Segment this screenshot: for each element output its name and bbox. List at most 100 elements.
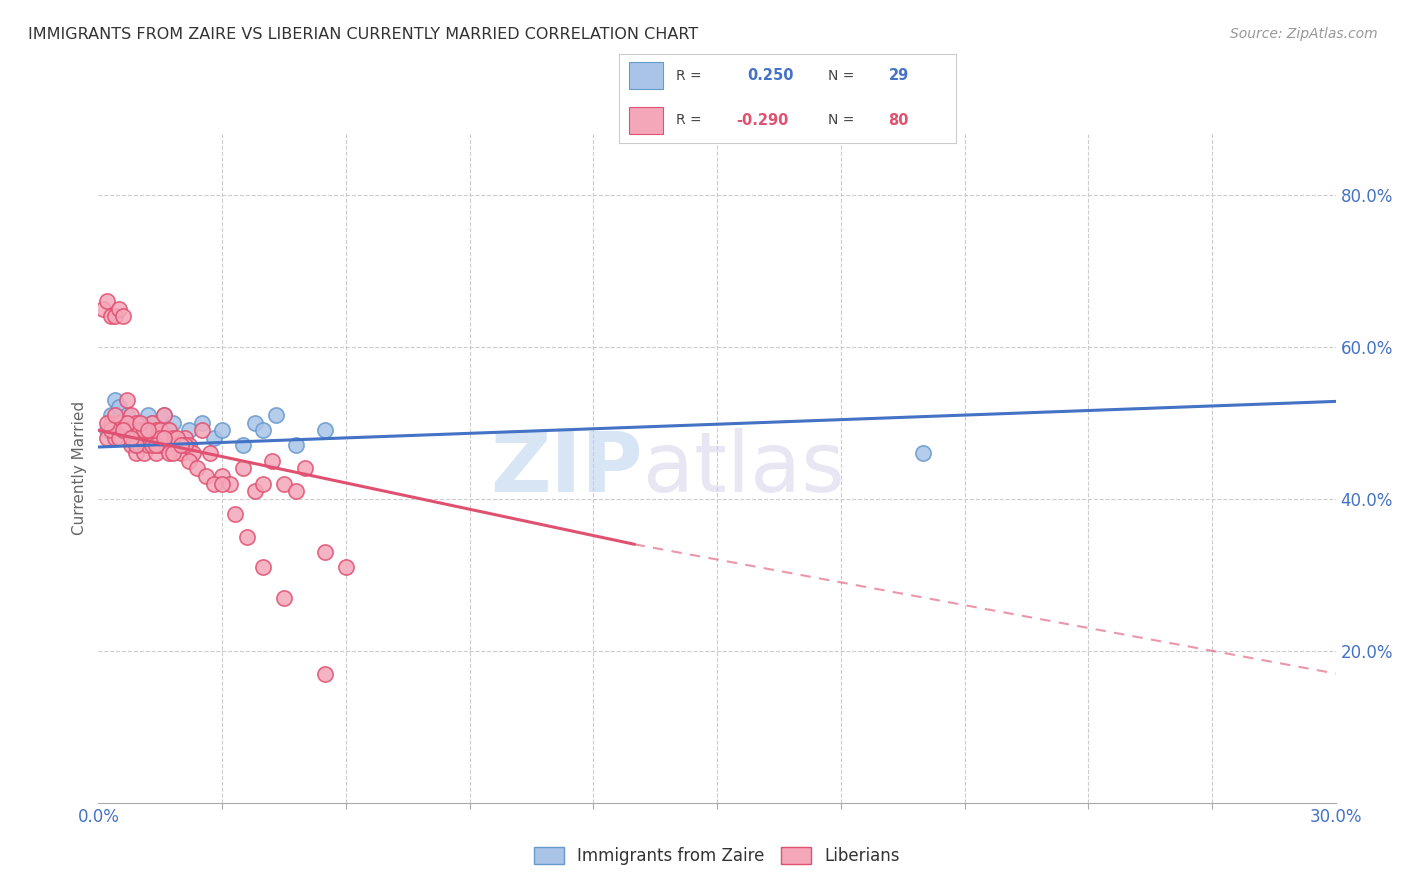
Point (285, 484, 308, 499)
Point (128, 423, 150, 437)
Point (108, 301, 131, 316)
Point (136, 438, 159, 452)
Point (117, 416, 139, 430)
Point (128, 438, 150, 452)
Point (186, 461, 208, 475)
Text: R =: R = (676, 113, 702, 128)
Point (112, 310, 135, 324)
Point (174, 438, 197, 452)
Text: -0.290: -0.290 (737, 113, 789, 128)
Point (124, 438, 146, 452)
Point (141, 416, 163, 430)
Point (145, 446, 167, 460)
Point (211, 476, 233, 491)
Point (145, 438, 167, 452)
Point (108, 401, 131, 415)
Point (335, 560, 357, 574)
Point (273, 591, 295, 605)
Point (120, 431, 142, 445)
Point (100, 423, 122, 437)
Point (252, 476, 274, 491)
Text: ZIP: ZIP (491, 428, 643, 508)
Point (198, 446, 221, 460)
FancyBboxPatch shape (628, 62, 662, 89)
Point (179, 438, 201, 452)
Text: N =: N = (828, 69, 855, 83)
Point (273, 476, 295, 491)
Point (243, 484, 266, 499)
Point (149, 438, 172, 452)
Point (224, 507, 246, 521)
Point (314, 666, 336, 681)
Text: R =: R = (676, 69, 702, 83)
Point (112, 416, 135, 430)
Point (232, 438, 254, 452)
Point (100, 416, 122, 430)
Point (162, 431, 184, 445)
Point (141, 438, 163, 452)
Point (162, 416, 184, 430)
Point (170, 446, 193, 460)
Point (128, 416, 150, 430)
Point (112, 423, 135, 437)
Point (96, 423, 118, 437)
Y-axis label: Currently Married: Currently Married (72, 401, 87, 535)
Point (264, 408, 287, 422)
Point (124, 438, 146, 452)
Point (252, 423, 274, 437)
Text: Source: ZipAtlas.com: Source: ZipAtlas.com (1230, 27, 1378, 41)
Point (128, 416, 150, 430)
Point (108, 416, 131, 430)
Point (174, 431, 197, 445)
Point (120, 408, 142, 422)
Point (153, 431, 176, 445)
Point (149, 431, 172, 445)
Point (190, 423, 212, 437)
Point (104, 392, 127, 407)
Text: IMMIGRANTS FROM ZAIRE VS LIBERIAN CURRENTLY MARRIED CORRELATION CHART: IMMIGRANTS FROM ZAIRE VS LIBERIAN CURREN… (28, 27, 699, 42)
Point (166, 438, 188, 452)
Point (104, 310, 127, 324)
Point (219, 476, 242, 491)
Point (232, 461, 254, 475)
Legend: Immigrants from Zaire, Liberians: Immigrants from Zaire, Liberians (527, 840, 907, 871)
Text: 0.250: 0.250 (747, 69, 793, 83)
Point (141, 416, 163, 430)
Point (132, 423, 155, 437)
Point (157, 423, 180, 437)
Point (314, 423, 336, 437)
Point (108, 431, 131, 445)
Point (236, 530, 259, 544)
Point (157, 446, 180, 460)
Point (136, 423, 159, 437)
Point (117, 423, 139, 437)
Point (179, 423, 201, 437)
Point (314, 545, 336, 559)
Text: atlas: atlas (643, 428, 845, 508)
Point (100, 310, 122, 324)
Point (104, 408, 127, 422)
Point (124, 446, 146, 460)
Point (91, 301, 114, 316)
Point (162, 446, 184, 460)
Point (100, 408, 122, 422)
Point (179, 453, 201, 467)
Point (149, 423, 172, 437)
Point (202, 476, 225, 491)
Point (194, 469, 217, 483)
Point (96, 431, 118, 445)
Point (96, 416, 118, 430)
Point (181, 446, 204, 460)
Point (170, 438, 193, 452)
Point (211, 469, 233, 483)
Point (120, 431, 142, 445)
Text: N =: N = (828, 113, 855, 128)
Point (104, 431, 127, 445)
Point (153, 408, 176, 422)
Point (285, 438, 308, 452)
Text: 29: 29 (889, 69, 908, 83)
Point (124, 416, 146, 430)
Point (260, 453, 283, 467)
Point (211, 423, 233, 437)
Point (145, 431, 167, 445)
